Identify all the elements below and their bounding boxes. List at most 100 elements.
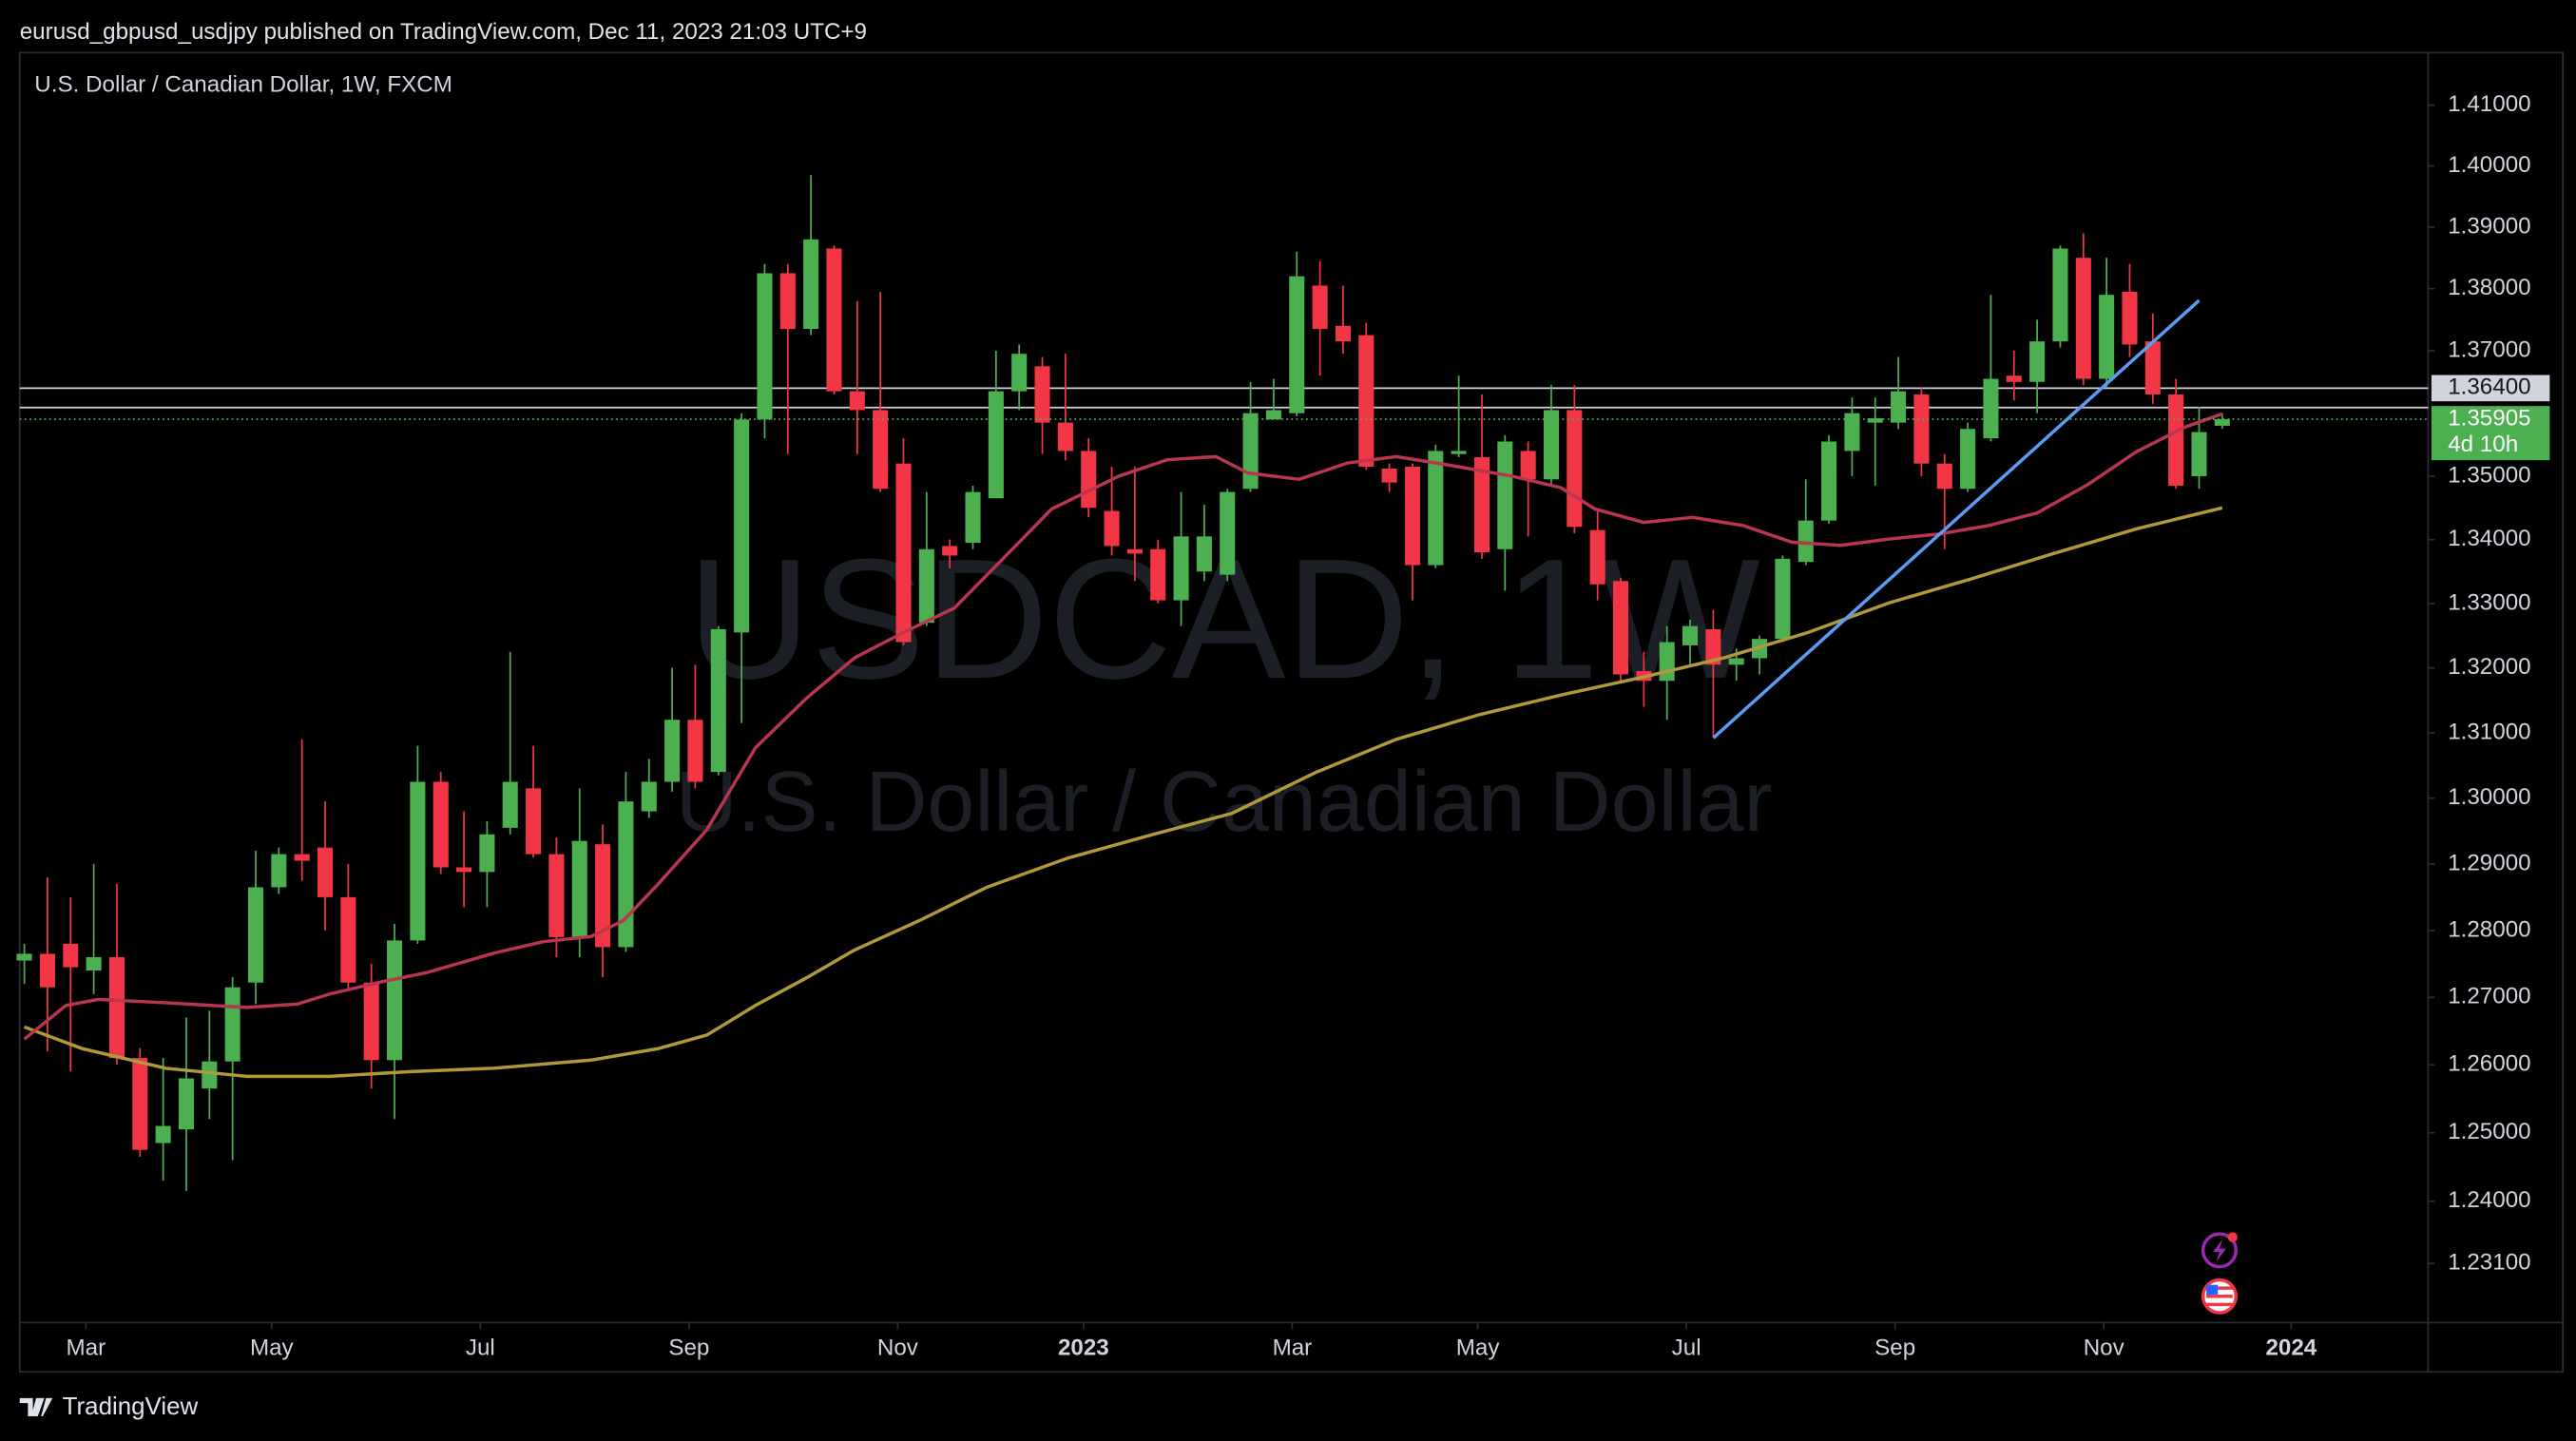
candle-body [710,628,726,773]
candle-body [1335,325,1351,342]
x-tick-label: 2023 [1058,1335,1109,1360]
candle-body [108,956,125,1059]
candle-body [548,854,565,937]
candle-body [1520,451,1536,480]
candle-body [826,248,842,392]
candle-body [2122,291,2138,345]
candle-body [2168,394,2184,486]
candle-body [526,788,542,855]
candle-body [918,548,934,624]
symbol-title: U.S. Dollar / Canadian Dollar, 1W, FXCM [34,71,452,97]
candle-body [410,781,426,941]
candle-body [1960,429,1976,490]
candle-body [779,273,796,330]
indicator-line [23,412,2223,1041]
y-tick-label: 1.32000 [2448,654,2530,680]
candle-body [1196,536,1212,572]
candle-body [1404,466,1420,566]
y-tick-label: 1.33000 [2448,589,2530,615]
y-tick-label: 1.41000 [2448,91,2530,117]
y-tick-label: 1.38000 [2448,275,2530,300]
candle-body [1983,378,1999,439]
watermark-description: U.S. Dollar / Canadian Dollar [676,755,1773,850]
x-tick-label: 2024 [2265,1335,2316,1360]
candle-body [1104,510,1120,547]
x-tick-label: Mar [67,1335,106,1360]
candle-body [942,546,958,556]
candle-body [595,844,611,948]
candle-body [641,781,657,812]
candle-body [16,953,32,961]
x-tick-label: Sep [1874,1335,1915,1360]
candle-body [757,273,773,420]
candle-body [1173,536,1189,601]
candle-body [1728,658,1744,665]
candle-body [1705,628,1721,665]
candle-body [1797,520,1814,563]
candle-body [1913,394,1930,464]
candle-body [2144,341,2161,394]
candle-body [1428,451,1444,566]
candle-body [1289,276,1305,413]
indicator-line [1712,298,2201,740]
indicator-line [24,506,2223,1079]
candle-body [294,854,310,861]
plot [16,175,2429,1191]
candle-body [1312,285,1328,330]
candle-body [271,854,287,888]
candle-body [849,391,865,411]
y-tick-label: 1.23100 [2448,1250,2530,1276]
candle-body [1265,410,1281,420]
y-tick-label: 1.37000 [2448,336,2530,362]
candle-body [1867,418,1883,423]
candle-body [178,1078,195,1130]
candle-body [1497,441,1513,549]
candle-body [456,867,472,873]
candle-body [1034,366,1050,423]
lightning-icon[interactable] [2201,1232,2238,1269]
y-tick-label: 1.30000 [2448,784,2530,810]
candle-body [1844,413,1860,452]
bar-countdown: 4d 10h [2448,432,2518,457]
notification-dot [2227,1232,2238,1242]
candle-body [1682,625,1699,645]
publish-header: eurusd_gbpusd_usdjpy published on Tradin… [20,19,867,45]
x-tick-label: Jul [466,1335,495,1360]
candle-body [2075,258,2091,379]
candle-body [1659,642,1675,682]
flag-canton [2206,1284,2219,1296]
last-price-label: 1.35905 [2448,405,2530,431]
candle-body [1242,413,1259,490]
x-tick-label: Nov [877,1335,919,1360]
candle-body [1150,548,1166,601]
candle-body [803,239,819,330]
candle-body [1891,391,1907,423]
candle-body [247,887,264,983]
candle-body [1612,581,1629,675]
y-tick-label: 1.26000 [2448,1051,2530,1077]
x-tick-label: Sep [668,1335,709,1360]
candle-body [873,410,889,490]
candle-body [571,840,587,937]
candle-body [502,781,518,828]
candle-body [433,781,449,868]
candle-body [1126,548,1143,554]
chart-frame [18,51,2565,1374]
candle-body [2099,295,2115,379]
candle-body [2029,341,2046,382]
candle-body [1451,451,1467,454]
candle-body [224,987,240,1062]
flag-stripe [2206,1302,2233,1307]
y-tick-label: 1.39000 [2448,213,2530,239]
candle-body [340,896,356,983]
candle-body [1220,491,1236,575]
candle-body [1011,354,1028,392]
candle-body [363,982,379,1061]
candle-body [618,801,634,948]
x-tick-label: Nov [2084,1335,2125,1360]
x-tick-label: Mar [1273,1335,1313,1360]
price-label-bg [2431,375,2550,402]
